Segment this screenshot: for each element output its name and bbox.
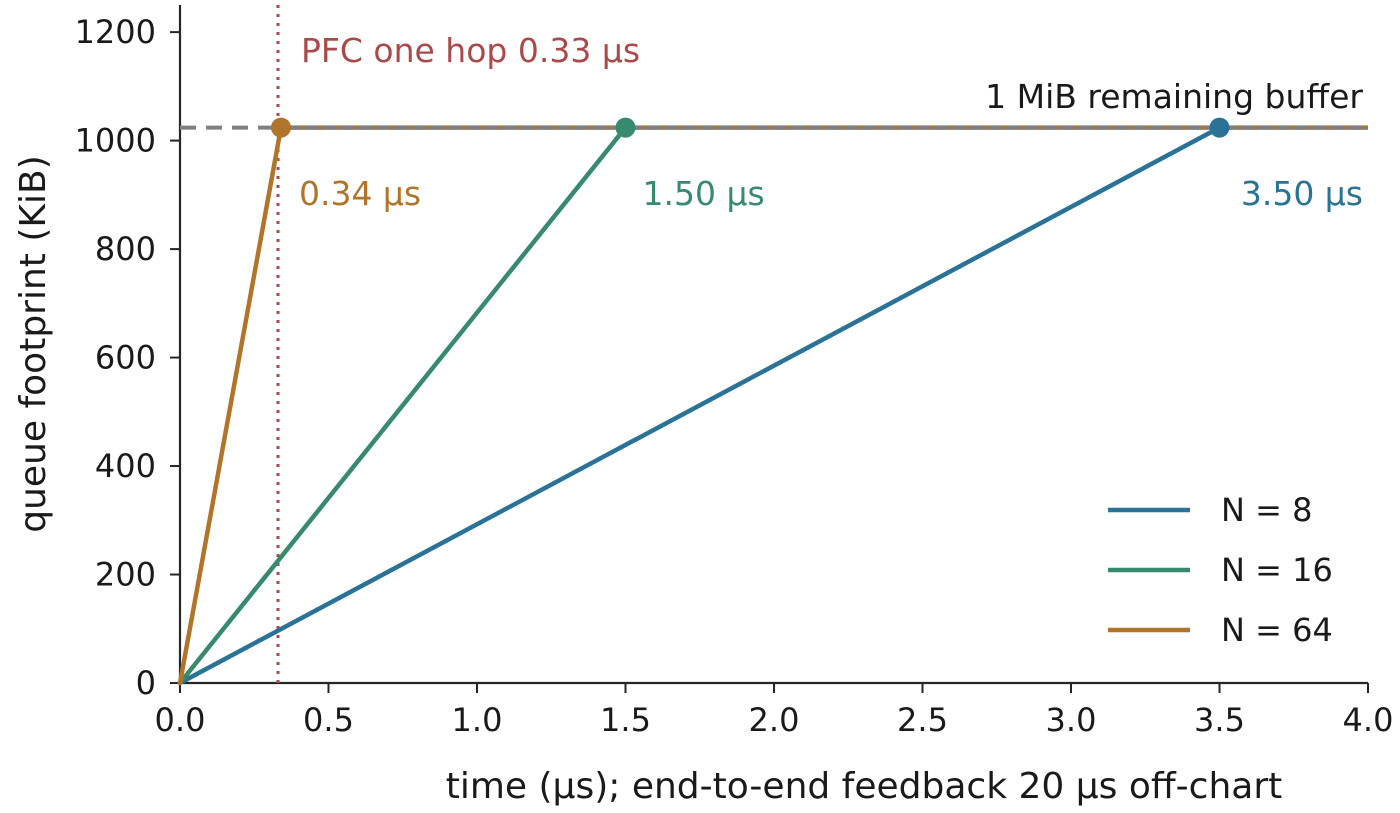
y-tick-label: 1200 bbox=[75, 13, 156, 51]
y-tick-label: 0 bbox=[136, 664, 156, 702]
x-tick-label: 2.0 bbox=[749, 701, 800, 739]
series-end-label: 3.50 µs bbox=[1241, 174, 1363, 213]
y-tick-label: 800 bbox=[95, 230, 156, 268]
series-end-marker bbox=[615, 117, 636, 138]
series-line bbox=[177, 125, 628, 686]
y-tick-label: 1000 bbox=[75, 122, 156, 160]
x-tick-label: 3.5 bbox=[1194, 701, 1245, 739]
buffer-limit-label: 1 MiB remaining buffer bbox=[985, 77, 1363, 116]
series-end-label: 1.50 µs bbox=[643, 174, 765, 213]
x-tick-label: 0.0 bbox=[155, 701, 206, 739]
y-axis-title: queue footprint (KiB) bbox=[13, 155, 54, 533]
legend-label: N = 64 bbox=[1221, 611, 1333, 649]
y-tick-label: 400 bbox=[95, 447, 156, 485]
y-tick-label: 200 bbox=[95, 556, 156, 594]
x-tick-label: 4.0 bbox=[1343, 701, 1394, 739]
x-tick-label: 3.0 bbox=[1046, 701, 1097, 739]
legend-label: N = 8 bbox=[1221, 491, 1312, 529]
pfc-one-hop-label: PFC one hop 0.33 µs bbox=[301, 31, 640, 70]
y-tick-label: 600 bbox=[95, 339, 156, 377]
legend-label: N = 16 bbox=[1221, 551, 1333, 589]
series-end-label: 0.34 µs bbox=[299, 174, 421, 213]
x-tick-label: 1.5 bbox=[600, 701, 651, 739]
x-tick-label: 0.5 bbox=[303, 701, 354, 739]
series-line bbox=[177, 125, 284, 686]
x-tick-label: 2.5 bbox=[897, 701, 948, 739]
x-tick-label: 1.0 bbox=[452, 701, 503, 739]
series-end-marker bbox=[270, 117, 291, 138]
series-end-marker bbox=[1209, 117, 1230, 138]
x-axis-title: time (µs); end-to-end feedback 20 µs off… bbox=[446, 766, 1283, 807]
series-line bbox=[177, 125, 1222, 686]
